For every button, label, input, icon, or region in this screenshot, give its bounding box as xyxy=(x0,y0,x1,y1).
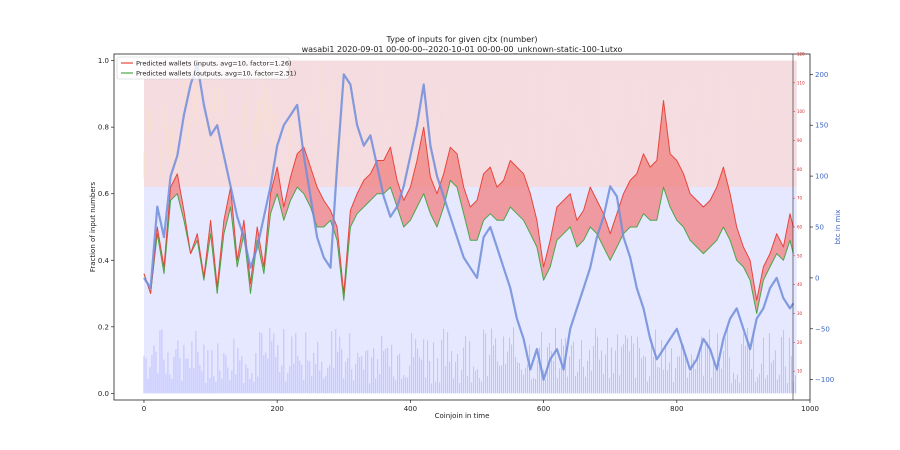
blue-tick-label: 150 xyxy=(815,122,828,130)
y-tick-label: 0.8 xyxy=(98,124,109,132)
x-tick-label: 200 xyxy=(270,405,283,413)
fill-between-area xyxy=(144,100,794,314)
red-tick-label: 120 xyxy=(797,52,805,57)
blue-tick-label: 100 xyxy=(815,173,828,181)
red-tick-label: 80 xyxy=(797,167,803,172)
red-tick-label: 10 xyxy=(797,369,803,374)
outputs-line xyxy=(143,179,794,314)
inputs-line xyxy=(143,100,794,301)
blue-tick-label: 0 xyxy=(815,274,819,282)
x-tick-label: 800 xyxy=(670,405,683,413)
background-band-upper xyxy=(143,60,797,188)
series-lines xyxy=(143,63,795,381)
red-tick-label: 20 xyxy=(797,340,803,345)
legend-label-outputs: Predicted wallets (outputs, avg=10, fact… xyxy=(136,70,296,78)
y-axis: 0.0 0.2 0.4 0.6 0.8 1.0 xyxy=(98,57,114,398)
red-tick-label: 100 xyxy=(797,109,805,114)
x-tick-label: 400 xyxy=(404,405,417,413)
chart-title: Type of inputs for given cjtx (number) xyxy=(385,35,537,44)
x-tick-label: 0 xyxy=(142,405,146,413)
y2-axis-label: btc in mix xyxy=(834,210,842,245)
red-tick-label: 40 xyxy=(797,282,803,287)
red-tick-label: 110 xyxy=(797,80,805,85)
fill-between-inputs-outputs xyxy=(144,100,794,314)
red-tick-label: 60 xyxy=(797,225,803,230)
y-tick-label: 1.0 xyxy=(98,57,109,65)
red-tick-label: 70 xyxy=(797,196,803,201)
y-tick-label: 0.6 xyxy=(98,190,110,198)
legend-box xyxy=(116,56,290,80)
btc-in-mix-line xyxy=(143,63,795,381)
red-tick-label: 50 xyxy=(797,253,803,258)
x-axis-label: Coinjoin in time xyxy=(435,412,490,420)
chart-subtitle: wasabi1 2020-09-01 00-00-00--2020-10-01 … xyxy=(302,45,623,54)
x-tick-label: 600 xyxy=(537,405,550,413)
legend-label-inputs: Predicted wallets (inputs, avg=10, facto… xyxy=(136,60,292,68)
y-tick-label: 0.2 xyxy=(98,323,109,331)
x-tick-label: 1000 xyxy=(801,405,819,413)
y-axis-label: Fraction of input numbers xyxy=(89,181,97,272)
x-axis: 0 200 400 600 800 1000 xyxy=(142,400,819,413)
blue-tick-label: 200 xyxy=(815,71,828,79)
right-axis-blue: −100 −50 0 50 100 150 200 xyxy=(810,71,834,384)
red-tick-label: 30 xyxy=(797,311,803,316)
y-tick-label: 0.4 xyxy=(98,257,110,265)
red-tick-label: 90 xyxy=(797,138,803,143)
blue-tick-label: −100 xyxy=(815,376,834,384)
y-tick-label: 0.0 xyxy=(98,390,109,398)
right-axis-red: 10 20 30 40 50 60 70 80 90 100 110 120 xyxy=(793,52,805,374)
blue-tick-label: −50 xyxy=(815,325,830,333)
legend: Predicted wallets (inputs, avg=10, facto… xyxy=(116,56,296,80)
blue-tick-label: 50 xyxy=(815,224,824,232)
